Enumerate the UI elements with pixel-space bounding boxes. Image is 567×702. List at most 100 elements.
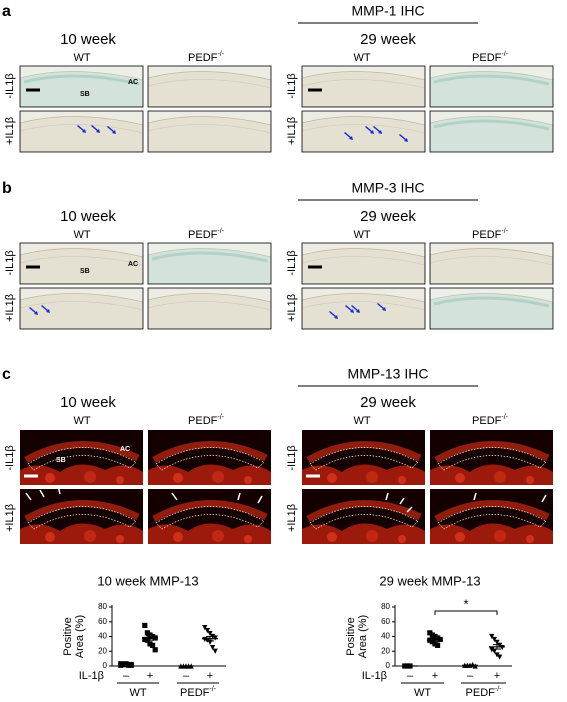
- column-label: WT: [73, 52, 90, 64]
- row-label: -IL1β: [286, 250, 298, 275]
- y-tick-label: 80: [381, 602, 390, 611]
- micrograph: [148, 430, 271, 485]
- annotation: AC: [128, 79, 138, 86]
- group-label: PEDF-/-: [466, 686, 503, 699]
- x-tick-label: –: [123, 670, 130, 682]
- y-tick-label: 40: [381, 632, 390, 641]
- micrograph: [148, 66, 271, 107]
- row-label: +IL1β: [286, 117, 298, 145]
- x-tick-label: +: [494, 670, 500, 682]
- y-tick-label: 20: [381, 646, 390, 655]
- panel-a: a MMP-1 IHC 10 week 29 week WT PEDF-/- W…: [2, 3, 554, 153]
- y-tick-label: 40: [98, 632, 107, 641]
- row-label: +IL1β: [4, 117, 16, 145]
- micrograph: [148, 288, 271, 329]
- column-label: WT: [73, 229, 90, 241]
- data-point: [489, 647, 495, 653]
- row-label: +IL1β: [286, 504, 298, 532]
- data-point: [435, 642, 441, 648]
- column-label: WT: [353, 52, 370, 64]
- data-point: [494, 652, 500, 658]
- micrograph: [148, 243, 271, 284]
- data-point: [202, 625, 208, 631]
- arrows: [29, 303, 386, 319]
- row-label: +IL1β: [286, 294, 298, 322]
- panel-label: b: [2, 180, 12, 197]
- group-label-text: PEDF: [466, 687, 496, 699]
- data-point: [212, 648, 218, 654]
- micrograph: [302, 489, 425, 544]
- group-label-text: PEDF: [180, 687, 210, 699]
- micrograph: [20, 111, 143, 152]
- annotation: SB: [80, 91, 90, 98]
- column-label: WT: [353, 415, 370, 427]
- x-tick-label: +: [432, 670, 438, 682]
- data-point: [494, 639, 500, 645]
- panel-label: a: [2, 3, 11, 20]
- micrograph: [430, 489, 553, 544]
- arrows: [77, 125, 408, 142]
- micrograph: [20, 288, 143, 329]
- timepoint: 10 week: [60, 31, 116, 48]
- column-label: PEDF-/-: [188, 51, 225, 64]
- micrograph: [430, 66, 553, 107]
- y-axis-label: Positive: [345, 617, 357, 656]
- column-label: WT: [73, 415, 90, 427]
- data-point: [489, 633, 495, 640]
- data-point: [472, 663, 478, 669]
- data-point: [210, 644, 216, 651]
- row-label: +IL1β: [4, 294, 16, 322]
- micrograph: [430, 430, 553, 485]
- data-point: [150, 642, 156, 648]
- panel-label: c: [2, 366, 11, 383]
- y-tick-label: 0: [103, 661, 108, 670]
- group-label-sup: -/-: [209, 686, 216, 693]
- column-label: PEDF-/-: [188, 414, 225, 427]
- data-point: [497, 654, 503, 660]
- y-tick-label: 80: [98, 602, 107, 611]
- micrograph: [430, 288, 553, 329]
- micrograph: [302, 288, 425, 329]
- micrograph: [20, 430, 143, 485]
- row-label: +IL1β: [4, 504, 16, 532]
- micrograph: [430, 243, 553, 284]
- factor-label: IL-1β: [362, 670, 387, 682]
- x-tick-label: –: [183, 670, 190, 682]
- group-label: PEDF-/-: [180, 686, 217, 699]
- micrograph: [430, 111, 553, 152]
- y-axis-label: Area (%): [74, 615, 86, 658]
- factor-label: IL-1β: [79, 670, 104, 682]
- y-axis-label: Area (%): [357, 615, 369, 658]
- data-point: [118, 661, 124, 667]
- timepoint: 29 week: [360, 31, 416, 48]
- y-tick-label: 60: [381, 617, 390, 626]
- annotation: SB: [80, 268, 90, 275]
- group-label-sup: -/-: [495, 686, 502, 693]
- significance-label: *: [463, 596, 468, 611]
- micrograph: [302, 243, 425, 284]
- panel-b: b MMP-3 IHC 10 week 29 week WT PEDF-/- W…: [2, 180, 554, 330]
- column-label: PEDF-/-: [188, 228, 225, 241]
- x-tick-label: –: [407, 670, 414, 682]
- panel-title: MMP-1 IHC: [351, 3, 424, 19]
- annotation: AC: [120, 446, 130, 453]
- panel-c: c MMP-13 IHC 10 week 29 week WT PEDF-/- …: [2, 366, 553, 544]
- row-label: -IL1β: [4, 73, 16, 98]
- data-point: [142, 622, 148, 629]
- micrograph: [20, 243, 143, 284]
- frames: [19, 242, 554, 330]
- x-tick-label: –: [467, 670, 474, 682]
- x-tick-label: +: [147, 670, 153, 682]
- data-point: [497, 642, 503, 648]
- column-label: WT: [353, 229, 370, 241]
- micrograph: [302, 111, 425, 152]
- micrograph: [148, 111, 271, 152]
- timepoint: 29 week: [360, 208, 416, 225]
- data-point: [142, 636, 148, 643]
- micrograph: [20, 66, 143, 107]
- timepoint: 10 week: [60, 394, 116, 411]
- annotation: AC: [128, 261, 138, 268]
- column-label: PEDF-/-: [472, 228, 509, 241]
- micrograph: [20, 489, 143, 544]
